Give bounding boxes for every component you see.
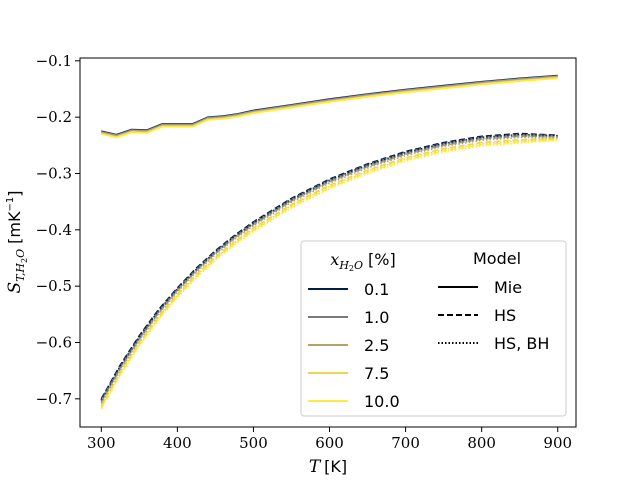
series-line	[100, 138, 558, 409]
y-tick-label: −0.4	[36, 221, 72, 239]
legend-title-x: x	[330, 250, 339, 269]
x-tick-label: 600	[315, 434, 344, 452]
series-line	[100, 132, 558, 400]
series-line	[101, 77, 558, 139]
x-tick-label: 300	[87, 434, 116, 452]
y-axis-unit: [mK	[5, 211, 24, 244]
series-line	[101, 76, 558, 138]
x-tick-label: 900	[543, 434, 572, 452]
legend-composition-label: 7.5	[364, 364, 389, 383]
y-tick-label: −0.1	[36, 52, 72, 70]
series-line	[100, 138, 558, 408]
legend-box	[300, 240, 567, 417]
legend-model-entries: Mie HS HS, BH	[438, 278, 549, 353]
x-tick-label: 500	[239, 434, 268, 452]
x-ticks: 300 400 500 600 700 800 900	[87, 427, 572, 452]
y-axis-symbol: S	[5, 282, 25, 294]
y-tick-label: −0.7	[36, 390, 72, 408]
legend-composition-label: 0.1	[364, 280, 389, 299]
y-tick-label: −0.6	[36, 333, 72, 351]
y-axis-subscript-2: 2	[20, 258, 29, 263]
x-axis-unit: [K]	[324, 457, 347, 476]
legend: xH2O [%] Model 0.1 1.0 2.5 7.5 10.0 Mie HS HS, …	[300, 240, 567, 417]
legend-composition-label: 1.0	[364, 308, 389, 327]
plot-frame	[79, 57, 577, 428]
legend-model-label: Mie	[494, 278, 522, 297]
y-axis-label: ST,H2O [mK−1]	[5, 191, 29, 294]
legend-title-unit: [%]	[368, 250, 396, 269]
series-line	[101, 75, 558, 137]
legend-title-model: Model	[473, 249, 521, 268]
y-axis-subscript-3: O	[14, 249, 27, 258]
y-tick-label: −0.2	[36, 108, 72, 126]
series-line	[100, 134, 558, 402]
y-tick-label: −0.5	[36, 277, 72, 295]
legend-composition-label: 10.0	[364, 392, 400, 411]
series-line	[100, 139, 558, 410]
legend-title-sub3: O	[354, 259, 363, 272]
legend-model-label: HS	[494, 306, 516, 325]
legend-title-sub: H	[338, 259, 349, 272]
legend-title-sub2: 2	[349, 264, 354, 273]
y-ticks: −0.7 −0.6 −0.5 −0.4 −0.3 −0.2 −0.1	[36, 52, 80, 408]
x-tick-label: 800	[467, 434, 496, 452]
legend-title-composition: xH2O [%]	[330, 250, 395, 273]
y-axis-unit-sup: −1	[5, 197, 16, 212]
x-tick-label: 400	[163, 434, 192, 452]
y-axis-unit-close: ]	[5, 191, 24, 197]
series-layer	[100, 74, 558, 410]
series-line	[100, 137, 558, 406]
series-line	[100, 133, 558, 401]
legend-composition-label: 2.5	[364, 336, 389, 355]
y-axis-subscript: T,H	[14, 263, 27, 282]
x-axis-symbol: T	[309, 457, 322, 477]
legend-composition-entries: 0.1 1.0 2.5 7.5 10.0	[308, 280, 400, 411]
x-tick-label: 700	[391, 434, 420, 452]
legend-model-label: HS, BH	[494, 334, 549, 353]
y-tick-label: −0.3	[36, 164, 72, 182]
x-axis-label: T [K]	[309, 457, 347, 477]
series-line	[100, 136, 558, 404]
